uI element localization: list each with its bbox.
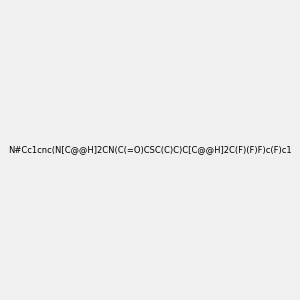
Text: N#Cc1cnc(N[C@@H]2CN(C(=O)CSC(C)C)C[C@@H]2C(F)(F)F)c(F)c1: N#Cc1cnc(N[C@@H]2CN(C(=O)CSC(C)C)C[C@@H]… [8, 146, 292, 154]
